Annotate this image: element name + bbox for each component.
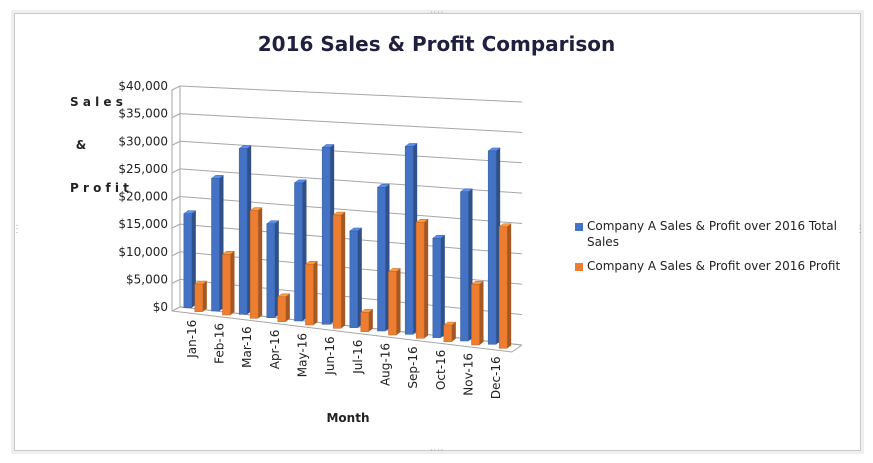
gridline-side [171,278,181,284]
legend-item-profit: Company A Sales & Profit over 2016 Profi… [575,258,845,274]
legend-swatch-total-sales [575,223,583,231]
resize-handle-right[interactable]: ··· [855,224,864,235]
gridline [179,113,523,133]
bar-total-sales-oct-16-side [440,235,445,338]
bar-total-sales-dec-16 [487,150,497,345]
y-tick-label: $0 [153,300,168,314]
bar-profit-dec-16-side [507,223,512,349]
bar-profit-aug-16 [388,271,397,336]
x-tick-label: Jul-16 [351,340,365,375]
resize-handle-bottom[interactable]: ···· [430,446,445,455]
y-tick-label: $5,000 [126,272,168,286]
bar-total-sales-aug-16 [377,187,386,332]
chart-frame [14,13,861,451]
bar-profit-nov-16 [471,283,480,346]
x-tick-label: Dec-16 [489,356,503,399]
chart-title: 2016 Sales & Profit Comparison [257,32,616,56]
bar-total-sales-mar-16 [238,148,248,315]
bar-profit-feb-16-side [230,251,235,315]
gridline-side [171,223,181,229]
bar-profit-jan-16 [194,283,204,312]
legend-label-profit: Company A Sales & Profit over 2016 Profi… [587,259,841,273]
bar-profit-sep-16 [415,222,425,339]
floor-right-edge [511,344,523,353]
y-tick-label: $40,000 [118,79,168,93]
bar-profit-nov-16-side [479,281,484,345]
y-tick-label: $30,000 [118,134,168,148]
gridline-side [171,196,181,201]
bar-profit-sep-16-side [424,219,429,339]
x-tick-label: Nov-16 [462,353,476,396]
gridline-side [171,168,181,174]
y-tick-label: $15,000 [118,217,168,231]
bar-total-sales-jul-16 [349,230,359,328]
x-tick-label: Sep-16 [406,346,420,388]
bar-profit-apr-16 [277,296,287,322]
bar-total-sales-jan-16-side [191,210,196,308]
gridline-side [171,85,181,91]
bar-total-sales-apr-16-side [274,220,279,318]
bar-profit-dec-16 [498,226,508,349]
gridline [179,140,523,164]
x-tick-label: Jan-16 [185,320,199,359]
gridline [179,85,523,103]
bar-total-sales-oct-16 [432,237,442,338]
x-tick-label: Mar-16 [240,326,254,367]
bar-profit-may-16-side [313,261,318,325]
bar-profit-mar-16 [249,210,259,319]
bar-total-sales-may-16 [294,182,303,322]
bar-total-sales-jun-16 [321,147,331,325]
bar-profit-oct-16-side [451,322,456,342]
bar-total-sales-nov-16 [460,191,469,342]
bar-total-sales-jan-16 [183,213,193,308]
x-tick-label: Aug-16 [379,343,393,386]
legend-swatch-profit [575,263,583,271]
x-tick-label: Feb-16 [213,323,227,364]
gridline-side [171,306,181,312]
gridline-side [171,251,181,257]
y-tick-label: $10,000 [118,245,168,259]
resize-handle-left[interactable]: ··· [12,224,21,235]
bar-total-sales-apr-16 [266,223,276,318]
bar-profit-oct-16 [443,324,453,342]
bar-profit-jun-16-side [341,212,346,329]
x-tick-label: Apr-16 [268,330,282,370]
gridline-side [171,113,181,119]
y-tick-label: $20,000 [118,190,168,204]
floor-front-edge [171,310,513,353]
bar-profit-jul-16-side [368,309,373,332]
bar-total-sales-feb-16 [211,178,220,312]
x-tick-label: Jun-16 [323,336,337,375]
x-tick-label: Oct-16 [434,350,448,390]
y-tick-label: $35,000 [118,107,168,121]
legend: Company A Sales & Profit over 2016 Total… [575,218,845,282]
y-tick-label: $25,000 [118,162,168,176]
bar-profit-jun-16 [332,214,342,329]
bar-profit-feb-16 [222,253,231,316]
bar-total-sales-jul-16-side [357,227,362,328]
bar-profit-jan-16-side [202,281,207,312]
resize-handle-top[interactable]: ···· [430,8,445,17]
legend-item-total-sales: Company A Sales & Profit over 2016 Total… [575,218,845,250]
x-axis-label: Month [326,411,370,425]
bar-profit-aug-16-side [396,268,401,335]
gridline-side [171,140,181,146]
x-tick-label: May-16 [296,333,310,377]
legend-label-total-sales: Company A Sales & Profit over 2016 Total… [587,219,837,249]
bar-profit-apr-16-side [285,293,290,322]
bar-total-sales-sep-16 [404,146,414,335]
bar-profit-may-16 [305,263,314,326]
bar-profit-mar-16-side [258,207,263,319]
bar-profit-jul-16 [360,312,370,332]
